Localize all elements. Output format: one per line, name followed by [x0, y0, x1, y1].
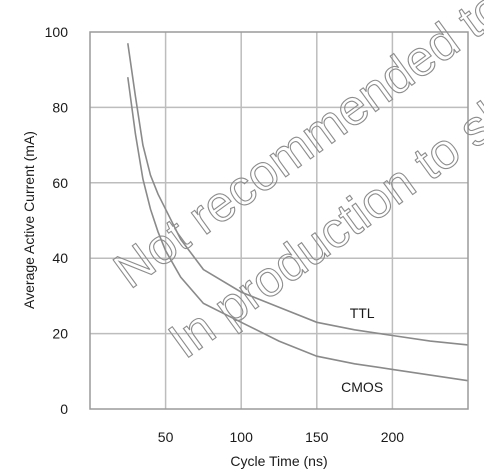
y-tick-label-80: 80 — [52, 99, 68, 115]
series-labels: TTL CMOS — [341, 305, 383, 395]
x-axis-title: Cycle Time (ns) — [230, 453, 327, 469]
y-tick-label-0: 0 — [60, 401, 68, 417]
cmos-label: CMOS — [341, 379, 383, 395]
plot-frame — [89, 31, 469, 410]
ttl-label: TTL — [350, 305, 375, 321]
y-tick-labels: 0 20 40 60 80 100 — [45, 24, 69, 417]
x-tick-label-150: 150 — [305, 429, 329, 445]
curves — [127, 43, 469, 382]
y-tick-label-40: 40 — [52, 250, 68, 266]
y-tick-label-20: 20 — [52, 326, 68, 342]
x-tick-label-100: 100 — [230, 429, 254, 445]
cmos-curve — [127, 77, 469, 382]
x-tick-labels: 50 100 150 200 — [158, 429, 404, 445]
x-tick-label-50: 50 — [158, 429, 174, 445]
y-tick-label-100: 100 — [45, 24, 69, 40]
y-tick-label-60: 60 — [52, 175, 68, 191]
y-axis-title: Average Active Current (mA) — [21, 131, 37, 309]
ttl-curve — [127, 43, 469, 346]
x-tick-label-200: 200 — [381, 429, 405, 445]
